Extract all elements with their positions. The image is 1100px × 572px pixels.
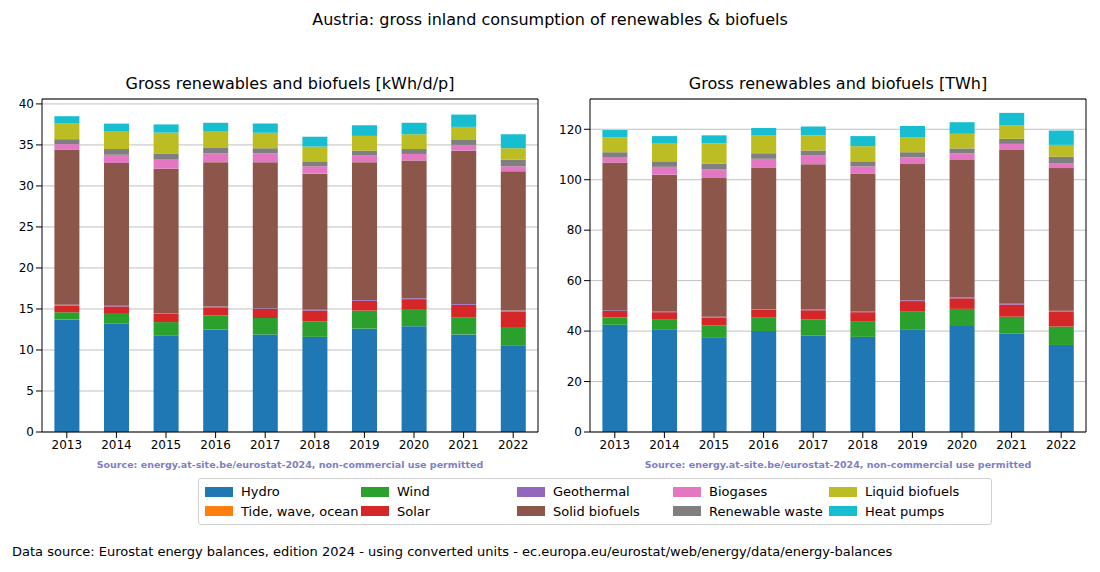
html-text:Hydro: Hydro	[241, 484, 280, 500]
svg-text:2022: 2022	[498, 438, 529, 452]
svg-text:2015: 2015	[699, 438, 730, 452]
svg-text:2021: 2021	[996, 438, 1027, 452]
svg-text:2017: 2017	[250, 438, 281, 452]
svg-text:2021: 2021	[448, 438, 479, 452]
html-text:Heat pumps: Heat pumps	[865, 503, 945, 519]
svg-text:2022: 2022	[1046, 438, 1077, 452]
html-text:Gross renewables and biofuels: Gross renewables and biofuels [kWh/d/p]	[125, 74, 455, 93]
svg-text:2018: 2018	[848, 438, 879, 452]
svg-text:5: 5	[26, 384, 34, 398]
html-text:Tide, wave, ocean: Tide, wave, ocean	[241, 503, 359, 519]
html-text:Austria: gross inland consumpt: Austria: gross inland consumption of ren…	[312, 10, 788, 29]
svg-text:2017: 2017	[798, 438, 829, 452]
html-text:Geothermal: Geothermal	[553, 484, 630, 500]
svg-text:20: 20	[19, 261, 34, 275]
html-text:Source: energy.at-site.be/euro: Source: energy.at-site.be/eurostat-2024,…	[96, 459, 484, 470]
svg-text:10: 10	[19, 343, 34, 357]
svg-text:2016: 2016	[200, 438, 231, 452]
svg-text:35: 35	[19, 138, 34, 152]
html-text:Biogases: Biogases	[709, 484, 768, 500]
svg-text:2013: 2013	[600, 438, 631, 452]
svg-text:0: 0	[574, 425, 582, 439]
svg-text:60: 60	[567, 274, 582, 288]
svg-text:2019: 2019	[897, 438, 928, 452]
svg-text:2013: 2013	[52, 438, 83, 452]
svg-text:20: 20	[567, 375, 582, 389]
html-text:Liquid biofuels: Liquid biofuels	[865, 484, 960, 500]
html-text:Source: energy.at-site.be/euro: Source: energy.at-site.be/eurostat-2024,…	[644, 459, 1032, 470]
svg-text:30: 30	[19, 179, 34, 193]
html-text:Renewable waste: Renewable waste	[709, 503, 823, 519]
svg-text:40: 40	[567, 324, 582, 338]
svg-text:2020: 2020	[399, 438, 430, 452]
svg-text:2015: 2015	[151, 438, 182, 452]
svg-text:15: 15	[19, 302, 34, 316]
svg-text:120: 120	[559, 123, 582, 137]
svg-text:2020: 2020	[947, 438, 978, 452]
svg-text:2014: 2014	[649, 438, 680, 452]
html-text:Wind: Wind	[397, 484, 430, 500]
svg-text:40: 40	[19, 97, 34, 111]
svg-text:2016: 2016	[748, 438, 779, 452]
svg-text:25: 25	[19, 220, 34, 234]
html-text:Solid biofuels: Solid biofuels	[553, 503, 640, 519]
svg-text:100: 100	[559, 173, 582, 187]
html-text:Data source: Eurostat energy b: Data source: Eurostat energy balances, e…	[12, 544, 893, 559]
svg-text:0: 0	[26, 425, 34, 439]
svg-text:2019: 2019	[349, 438, 380, 452]
html-text:Solar: Solar	[397, 503, 431, 519]
svg-text:80: 80	[567, 223, 582, 237]
html-text:Gross renewables and biofuels: Gross renewables and biofuels [TWh]	[688, 74, 988, 93]
svg-text:2018: 2018	[300, 438, 331, 452]
svg-text:2014: 2014	[101, 438, 132, 452]
